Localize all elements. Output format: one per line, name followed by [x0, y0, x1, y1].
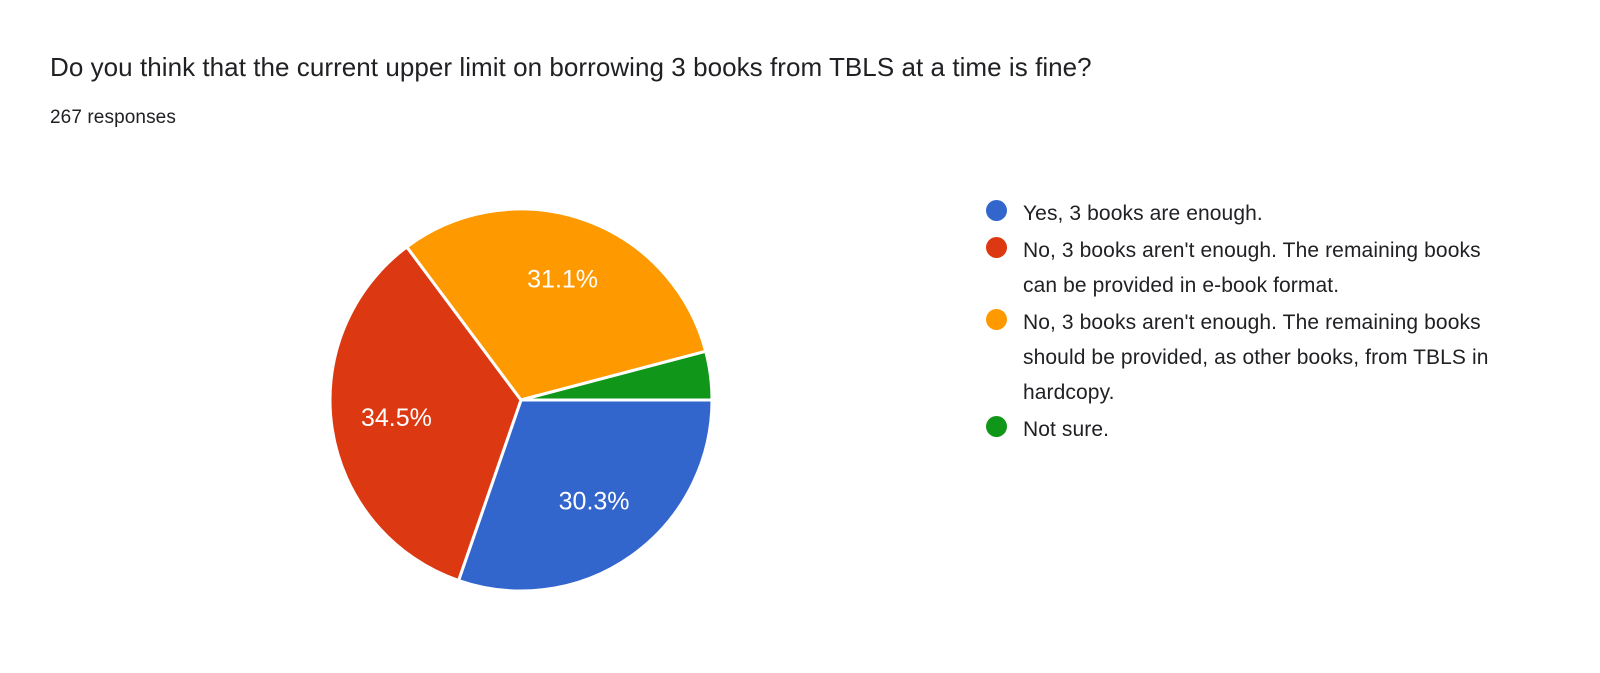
- legend-item-label: Yes, 3 books are enough.: [1023, 202, 1263, 225]
- legend-item-no-hardcopy[interactable]: No, 3 books aren't enough. The remaining…: [986, 305, 1506, 410]
- pie-chart: 30.3% 34.5% 31.1%: [300, 180, 750, 620]
- legend-swatch-icon: [986, 309, 1007, 330]
- legend-item-label: Not sure.: [1023, 418, 1110, 441]
- pie-chart-svg: 30.3% 34.5% 31.1%: [328, 207, 714, 593]
- legend-swatch-icon: [986, 200, 1007, 221]
- legend-item-label: No, 3 books aren't enough. The remaining…: [1023, 311, 1489, 404]
- pie-slice-label-no-hardcopy: 31.1%: [527, 266, 598, 294]
- response-count-label: 267 responses: [50, 107, 176, 128]
- pie-slice-no-ebook[interactable]: [328, 244, 523, 583]
- legend-swatch-icon: [986, 237, 1007, 258]
- pie-slice-yes[interactable]: [456, 398, 714, 593]
- pie-slice-label-yes: 30.3%: [559, 487, 630, 515]
- legend-item-no-ebook[interactable]: No, 3 books aren't enough. The remaining…: [986, 233, 1506, 303]
- pie-slice-not-sure[interactable]: [520, 349, 714, 402]
- pie-slice-no-hardcopy[interactable]: [404, 207, 708, 402]
- legend-item-label: No, 3 books aren't enough. The remaining…: [1023, 239, 1481, 297]
- page-title: Do you think that the current upper limi…: [50, 52, 1092, 82]
- legend-item-yes[interactable]: Yes, 3 books are enough.: [986, 196, 1506, 231]
- chart-legend: Yes, 3 books are enough. No, 3 books are…: [986, 196, 1506, 449]
- legend-swatch-icon: [986, 416, 1007, 437]
- legend-item-not-sure[interactable]: Not sure.: [986, 412, 1506, 447]
- pie-slice-label-no-ebook: 34.5%: [361, 404, 432, 432]
